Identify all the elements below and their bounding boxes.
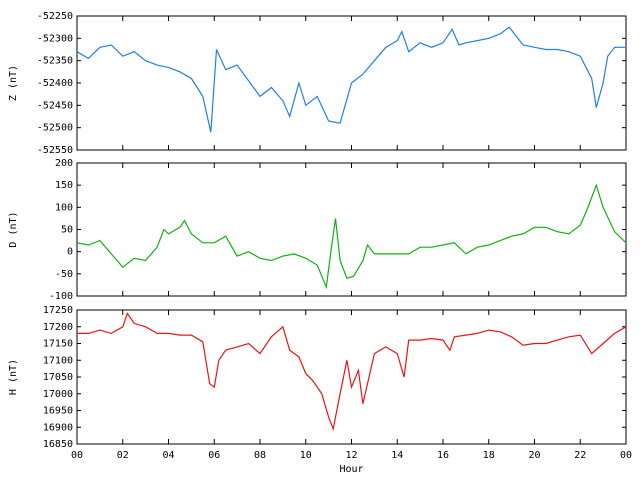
data-line — [76, 183, 627, 290]
y-tick-label: 0 — [67, 247, 73, 258]
x-tick-label: 14 — [391, 450, 403, 461]
x-tick-label: 16 — [437, 450, 449, 461]
x-tick-label: 10 — [300, 450, 312, 461]
y-tick-label: 17050 — [43, 372, 73, 383]
y-tick-label: 200 — [55, 158, 73, 169]
data-line — [77, 312, 627, 432]
y-tick-label: -100 — [49, 291, 73, 302]
x-tick-label: 12 — [345, 450, 357, 461]
x-tick-label: 02 — [117, 450, 129, 461]
y-tick-label: -52300 — [37, 33, 73, 44]
y-tick-label: 16950 — [43, 406, 73, 417]
data-line — [76, 26, 626, 133]
y-tick-label: -52350 — [37, 56, 73, 67]
y-tick-label: 17200 — [43, 322, 73, 333]
y-axis-label: Z (nT) — [8, 65, 19, 101]
y-tick-label: -52550 — [37, 145, 73, 156]
plot-frame — [76, 309, 627, 445]
y-tick-label: -52400 — [37, 78, 73, 89]
x-tick-label: 00 — [71, 450, 83, 461]
y-tick-label: 17100 — [43, 355, 73, 366]
x-tick-label: 04 — [162, 450, 174, 461]
y-axis-label: H (nT) — [8, 359, 19, 395]
y-tick-label: 17150 — [43, 339, 73, 350]
y-tick-label: 100 — [55, 202, 73, 213]
y-tick-label: 150 — [55, 180, 73, 191]
x-tick-label: 22 — [574, 450, 586, 461]
x-tick-label: 20 — [528, 450, 540, 461]
y-tick-label: 17000 — [43, 389, 73, 400]
y-tick-label: 50 — [61, 225, 73, 236]
y-tick-label: -50 — [55, 269, 73, 280]
y-tick-label: -52250 — [37, 11, 73, 22]
y-tick-label: -52450 — [37, 100, 73, 111]
x-tick-label: 08 — [254, 450, 266, 461]
x-axis-label: Hour — [339, 464, 363, 475]
y-tick-label: -52500 — [37, 123, 73, 134]
x-tick-label: 00 — [620, 450, 632, 461]
x-tick-label: 06 — [208, 450, 220, 461]
y-axis-label: D (nT) — [8, 211, 19, 247]
y-tick-label: 17250 — [43, 305, 73, 316]
y-tick-label: 16900 — [43, 422, 73, 433]
plot-frame — [76, 162, 627, 297]
x-tick-label: 18 — [483, 450, 495, 461]
y-tick-label: 16850 — [43, 439, 73, 450]
